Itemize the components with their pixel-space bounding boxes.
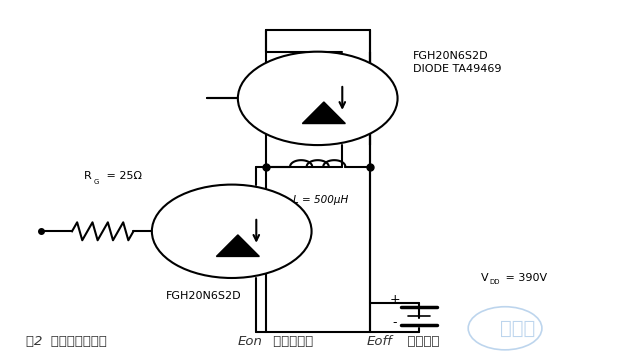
Text: -: - [392, 316, 397, 329]
Text: L = 500μH: L = 500μH [293, 195, 349, 205]
Text: DD: DD [490, 279, 500, 285]
Text: R: R [83, 171, 91, 181]
Text: 测试电路: 测试电路 [399, 335, 440, 348]
Text: FGH20N6S2D
DIODE TA49469: FGH20N6S2D DIODE TA49469 [413, 51, 502, 74]
Polygon shape [217, 235, 259, 256]
Text: 图2  典型的导通能耗: 图2 典型的导通能耗 [26, 335, 111, 348]
Circle shape [238, 52, 397, 145]
Circle shape [152, 185, 312, 278]
Text: Eon: Eon [238, 335, 263, 348]
Text: +: + [389, 293, 400, 306]
Text: 和关断能耗: 和关断能耗 [268, 335, 317, 348]
Polygon shape [302, 102, 346, 123]
Text: G: G [94, 178, 99, 185]
Text: V: V [481, 273, 488, 283]
Text: = 25Ω: = 25Ω [103, 171, 142, 181]
Text: FGH20N6S2D: FGH20N6S2D [166, 291, 242, 301]
Text: Eoff: Eoff [367, 335, 392, 348]
Text: 日月辰: 日月辰 [500, 319, 535, 338]
Text: = 390V: = 390V [502, 273, 547, 283]
